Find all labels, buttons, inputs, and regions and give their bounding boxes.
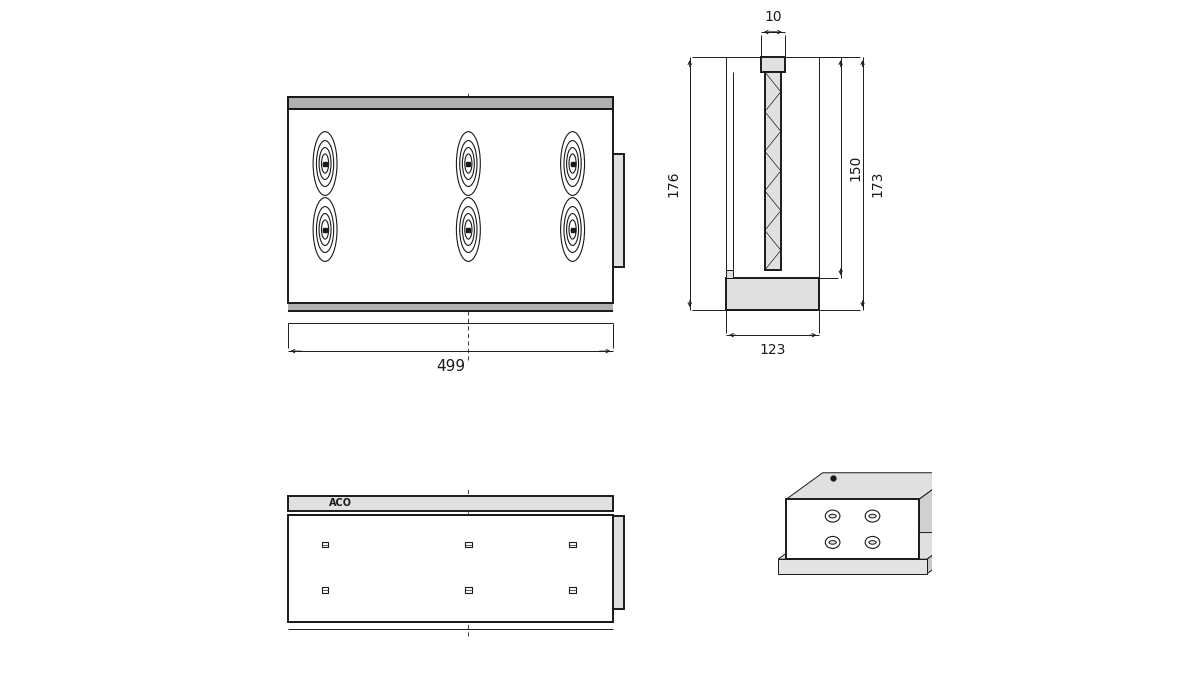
Polygon shape [288, 496, 613, 511]
Bar [569, 588, 576, 593]
Bar [288, 496, 613, 511]
Ellipse shape [560, 132, 584, 195]
Text: 499: 499 [436, 359, 466, 374]
Ellipse shape [566, 147, 578, 180]
Polygon shape [919, 472, 955, 559]
Ellipse shape [460, 207, 476, 252]
Ellipse shape [865, 536, 880, 548]
Bar [322, 588, 329, 593]
Polygon shape [288, 304, 613, 311]
Ellipse shape [826, 536, 840, 548]
Bar [764, 72, 781, 270]
Text: 173: 173 [870, 170, 884, 197]
Polygon shape [288, 97, 613, 109]
Ellipse shape [569, 220, 576, 239]
Polygon shape [786, 472, 955, 499]
Ellipse shape [564, 207, 581, 252]
Bar [569, 542, 576, 547]
Ellipse shape [464, 154, 472, 173]
Ellipse shape [317, 141, 334, 186]
Ellipse shape [464, 220, 472, 239]
Polygon shape [786, 499, 919, 559]
Polygon shape [778, 532, 964, 559]
Ellipse shape [826, 510, 840, 522]
Ellipse shape [313, 198, 337, 261]
Ellipse shape [319, 147, 331, 180]
Text: 150: 150 [848, 155, 863, 181]
Ellipse shape [313, 132, 337, 195]
Bar [761, 57, 785, 72]
Ellipse shape [869, 514, 876, 518]
Text: 123: 123 [760, 343, 786, 357]
Bar [288, 97, 613, 109]
Ellipse shape [462, 147, 474, 180]
Ellipse shape [319, 213, 331, 246]
Bar [726, 57, 820, 310]
Ellipse shape [560, 198, 584, 261]
Bar [288, 515, 613, 623]
Ellipse shape [317, 207, 334, 252]
Bar [466, 542, 472, 547]
Ellipse shape [829, 540, 836, 544]
Bar [613, 516, 624, 609]
Ellipse shape [322, 220, 329, 239]
Ellipse shape [869, 540, 876, 544]
Ellipse shape [462, 213, 474, 246]
Ellipse shape [456, 132, 480, 195]
Ellipse shape [865, 510, 880, 522]
Ellipse shape [829, 514, 836, 518]
Ellipse shape [456, 198, 480, 261]
Ellipse shape [569, 154, 576, 173]
Text: ACO: ACO [329, 498, 353, 508]
Ellipse shape [564, 141, 581, 186]
Polygon shape [778, 559, 928, 574]
Ellipse shape [460, 141, 476, 186]
Bar [288, 109, 613, 304]
Bar [466, 588, 472, 593]
Polygon shape [928, 532, 964, 574]
Text: 10: 10 [764, 10, 781, 24]
Text: 176: 176 [666, 170, 680, 197]
Bar [322, 542, 329, 547]
Ellipse shape [566, 213, 578, 246]
Ellipse shape [322, 154, 329, 173]
Bar [613, 153, 624, 267]
Bar [726, 278, 820, 310]
Bar [726, 270, 733, 278]
